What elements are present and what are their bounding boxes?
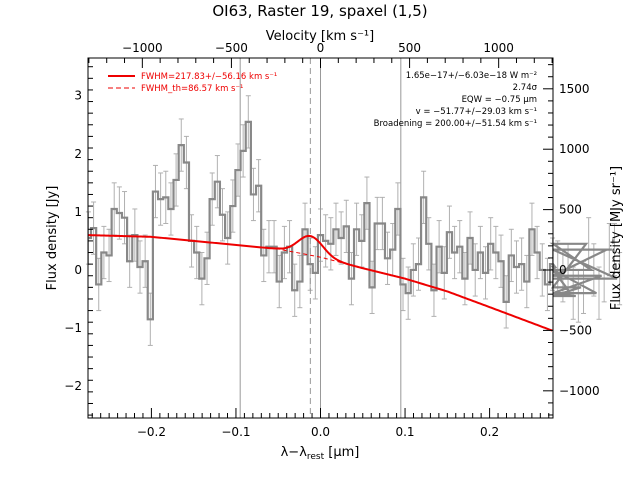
y-tick-label: 3 xyxy=(74,89,82,103)
x-tick-label: −0.1 xyxy=(221,425,250,439)
annotations: 1.65e−17+/−6.03e−18 W m⁻² 2.74σ EQW = −0… xyxy=(374,71,538,129)
y-tick-label: −1 xyxy=(64,321,82,335)
right-tick-label: 500 xyxy=(559,203,582,217)
right-tick-label: 0 xyxy=(559,263,567,277)
annotation-line-flux: 1.65e−17+/−6.03e−18 W m⁻² xyxy=(406,71,537,81)
y-axis-right-label: Flux density [MJy sr⁻¹] xyxy=(609,166,624,310)
x-axis-top-label: Velocity [km s⁻¹] xyxy=(266,29,374,44)
plot-area xyxy=(85,57,623,419)
model-fit-curve xyxy=(87,234,553,332)
data-histogram xyxy=(88,120,618,321)
right-tick-label: 1500 xyxy=(559,82,590,96)
y-tick-label: 1 xyxy=(74,205,82,219)
y-axis-label: Flux density [Jy] xyxy=(45,186,60,291)
y-tick-label: 2 xyxy=(74,147,82,161)
x-tick-label: 0.1 xyxy=(395,425,414,439)
top-tick-label: 1000 xyxy=(483,41,514,55)
y-tick-label: −2 xyxy=(64,379,82,393)
top-tick-label: 0 xyxy=(317,41,325,55)
right-tick-label: 1000 xyxy=(559,142,590,156)
annotation-eqw: EQW = −0.75 μm xyxy=(462,95,537,105)
legend: FWHM=217.83+/−56.16 km s⁻¹ FWHM_th=86.57… xyxy=(108,72,277,94)
top-tick-label: −1000 xyxy=(122,41,163,55)
chart-title: OI63, Raster 19, spaxel (1,5) xyxy=(212,2,427,20)
x-axis-top: −1000 −500 0 500 1000 xyxy=(88,41,553,68)
x-tick-label: 0.2 xyxy=(480,425,499,439)
annotation-velocity: v = −51.77+/−29.03 km s⁻¹ xyxy=(416,107,537,117)
y-axis-left: −2 −1 0 1 2 3 xyxy=(64,66,93,416)
annotation-significance: 2.74σ xyxy=(513,83,538,93)
x-axis-label-sub: rest xyxy=(307,452,325,462)
legend-label-fwhm: FWHM=217.83+/−56.16 km s⁻¹ xyxy=(141,72,277,82)
annotation-broadening: Broadening = 200.00+/−51.54 km s⁻¹ xyxy=(374,119,537,129)
x-axis-bottom: −0.2 −0.1 0.0 0.1 0.2 xyxy=(91,408,550,439)
y-tick-label: 0 xyxy=(74,263,82,277)
right-tick-label: −500 xyxy=(559,323,592,337)
top-tick-label: 500 xyxy=(398,41,421,55)
errorbar-layer xyxy=(85,95,623,346)
x-axis-label: λ−λrest [μm] xyxy=(281,445,360,462)
x-axis-label-main: λ−λ xyxy=(281,445,308,460)
legend-label-fwhm-th: FWHM_th=86.57 km s⁻¹ xyxy=(141,84,243,94)
x-axis-label-unit: [μm] xyxy=(324,445,359,460)
right-tick-label: −1000 xyxy=(559,384,600,398)
top-tick-label: −500 xyxy=(215,41,248,55)
x-tick-label: −0.2 xyxy=(137,425,166,439)
x-tick-label: 0.0 xyxy=(311,425,330,439)
y-axis-right: −1000 −500 0 500 1000 1500 xyxy=(543,64,600,416)
vertical-lines-layer xyxy=(239,58,402,418)
